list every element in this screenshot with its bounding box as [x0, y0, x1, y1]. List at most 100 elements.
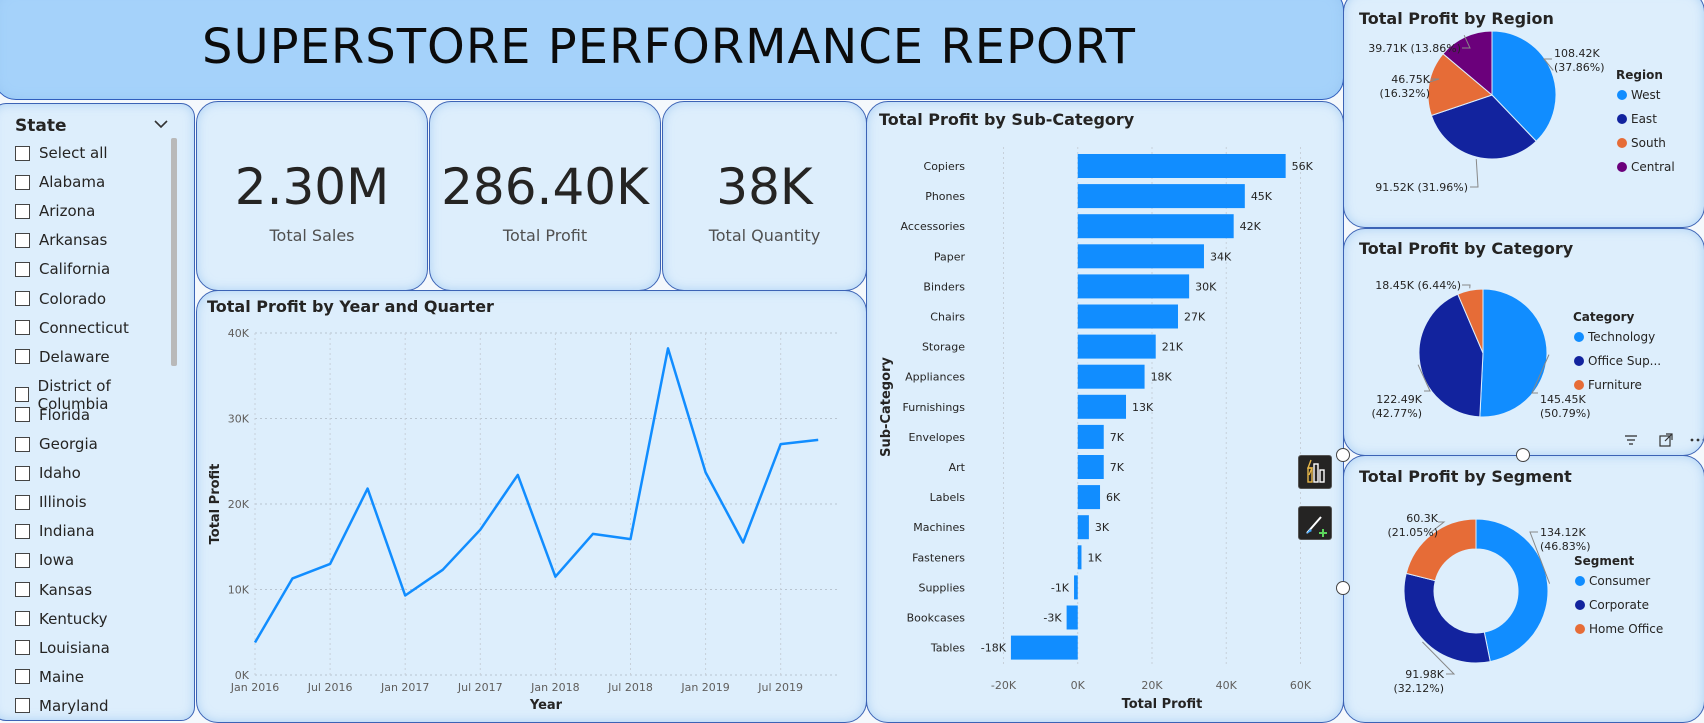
legend-marker: [1574, 332, 1584, 342]
kpi-value: 2.30M: [234, 158, 390, 216]
slicer-item[interactable]: Idaho: [15, 464, 81, 482]
checkbox[interactable]: [15, 494, 30, 510]
y-tick-label: 10K: [228, 584, 250, 597]
slicer-item[interactable]: Florida: [15, 406, 90, 424]
checkbox[interactable]: [15, 387, 29, 403]
slicer-item[interactable]: Delaware: [15, 348, 110, 366]
checkbox[interactable]: [15, 582, 30, 597]
bar: [1077, 515, 1089, 540]
slicer-item[interactable]: Indiana: [15, 522, 95, 540]
slicer-list: Select all Alabama Arizona Arkansas Californ…: [1, 104, 171, 720]
line-chart-visual[interactable]: Total Profit by Year and Quarter 0K 10K 20…: [196, 290, 867, 723]
checkbox[interactable]: [15, 232, 30, 248]
slicer-item[interactable]: Illinois: [15, 493, 87, 511]
checkbox[interactable]: [15, 261, 30, 277]
quick-insights-button[interactable]: [1298, 455, 1332, 489]
x-tick-label: Jan 2017: [380, 681, 429, 694]
resize-handle[interactable]: [1336, 448, 1350, 462]
checkbox[interactable]: [15, 407, 30, 423]
slicer-item[interactable]: California: [15, 260, 110, 278]
checkbox[interactable]: [15, 552, 30, 568]
slicer-scrollbar[interactable]: [171, 138, 177, 366]
slicer-item-label: Connecticut: [39, 318, 129, 337]
x-tick-label: Jan 2019: [680, 681, 729, 694]
category-label: Supplies: [918, 581, 965, 594]
legend-item: West: [1631, 88, 1661, 102]
checkbox[interactable]: [15, 611, 30, 627]
chevron-down-icon[interactable]: [153, 118, 169, 130]
data-label: (46.83%): [1540, 540, 1591, 553]
more-options-icon[interactable]: [1689, 431, 1704, 449]
y-tick-label: 20K: [228, 498, 250, 511]
region-pie-visual[interactable]: Total Profit by Region 108.42K (37.86%) 91…: [1343, 0, 1704, 228]
segment-donut-visual[interactable]: Total Profit by Segment 134.12K (46.83%) 9…: [1343, 455, 1704, 723]
slice-technology: [1479, 288, 1548, 418]
category-label: Tables: [930, 642, 965, 655]
kpi-label: Total Quantity: [708, 226, 821, 245]
segment-donut-chart: 134.12K(46.83%) 91.98K(32.12%) 60.3K(21.05…: [1387, 512, 1663, 695]
checkbox[interactable]: [15, 174, 30, 190]
x-tick-label: Jul 2019: [757, 681, 803, 694]
focus-mode-icon[interactable]: [1657, 431, 1675, 449]
data-label: 122.49K: [1376, 393, 1422, 406]
data-label: 30K: [1195, 280, 1217, 293]
bar: [1010, 635, 1078, 660]
y-axis-title: Sub-Category: [879, 357, 894, 457]
checkbox[interactable]: [15, 203, 30, 219]
slicer-item[interactable]: Arkansas: [15, 231, 107, 249]
resize-handle[interactable]: [1516, 448, 1530, 462]
slicer-item[interactable]: Georgia: [15, 435, 98, 453]
slicer-item[interactable]: Arizona: [15, 202, 95, 220]
slicer-item[interactable]: Louisiana: [15, 639, 110, 657]
leader-line: [1462, 34, 1471, 49]
slicer-item[interactable]: Select all: [15, 144, 108, 162]
kpi-label: Total Sales: [269, 226, 355, 245]
checkbox[interactable]: [15, 698, 30, 714]
legend-marker: [1575, 576, 1585, 586]
data-label: 1K: [1087, 551, 1102, 564]
state-slicer[interactable]: State Select all Alabama Arizona Arkansas Ca…: [0, 103, 195, 721]
slicer-item[interactable]: Kentucky: [15, 610, 108, 628]
category-label: Art: [949, 461, 966, 474]
resize-handle[interactable]: [1336, 581, 1350, 595]
checkbox[interactable]: [15, 145, 30, 161]
legend-title: Segment: [1574, 554, 1635, 568]
bar: [1077, 274, 1190, 299]
slicer-item[interactable]: Maryland: [15, 697, 109, 715]
data-label: (21.05%): [1387, 526, 1438, 539]
legend-marker: [1617, 90, 1627, 100]
slicer-item-label: Iowa: [39, 551, 75, 570]
slicer-item[interactable]: Colorado: [15, 290, 106, 308]
format-paint-button[interactable]: [1298, 506, 1332, 540]
checkbox[interactable]: [15, 436, 30, 452]
bar-chart: -20K 0K 20K 40K 60K Copiers 56K Phones 45K Access…: [879, 147, 1314, 712]
bar-chart-visual[interactable]: Total Profit by Sub-Category -20K 0K 20K 40…: [866, 101, 1344, 723]
legend-marker: [1575, 624, 1585, 634]
checkbox[interactable]: [15, 465, 30, 481]
slicer-item[interactable]: Kansas: [15, 581, 92, 599]
data-label: 18K: [1151, 371, 1173, 384]
slicer-item[interactable]: District of Columbia: [15, 377, 171, 413]
data-label: 3K: [1095, 521, 1110, 534]
category-label: Binders: [923, 280, 965, 293]
category-label: Appliances: [905, 371, 965, 384]
data-label: (37.86%): [1554, 61, 1605, 74]
leader-line: [1470, 159, 1479, 188]
data-label: (50.79%): [1540, 407, 1591, 420]
slicer-item[interactable]: Alabama: [15, 173, 105, 191]
kpi-card-total-profit: 286.40K Total Profit: [429, 101, 661, 291]
checkbox[interactable]: [15, 291, 30, 306]
category-pie-visual[interactable]: Total Profit by Category 145.45K (50.79%)…: [1343, 228, 1704, 456]
filter-icon[interactable]: [1622, 431, 1640, 449]
legend-marker: [1574, 356, 1584, 366]
slicer-item[interactable]: Maine: [15, 668, 84, 686]
checkbox[interactable]: [15, 669, 30, 685]
slicer-item-label: Kansas: [39, 580, 93, 599]
slice-south: [1427, 53, 1494, 117]
slicer-item[interactable]: Iowa: [15, 551, 74, 569]
checkbox[interactable]: [15, 349, 30, 365]
checkbox[interactable]: [15, 320, 30, 336]
checkbox[interactable]: [15, 640, 30, 656]
checkbox[interactable]: [15, 523, 30, 539]
slicer-item[interactable]: Connecticut: [15, 319, 129, 337]
